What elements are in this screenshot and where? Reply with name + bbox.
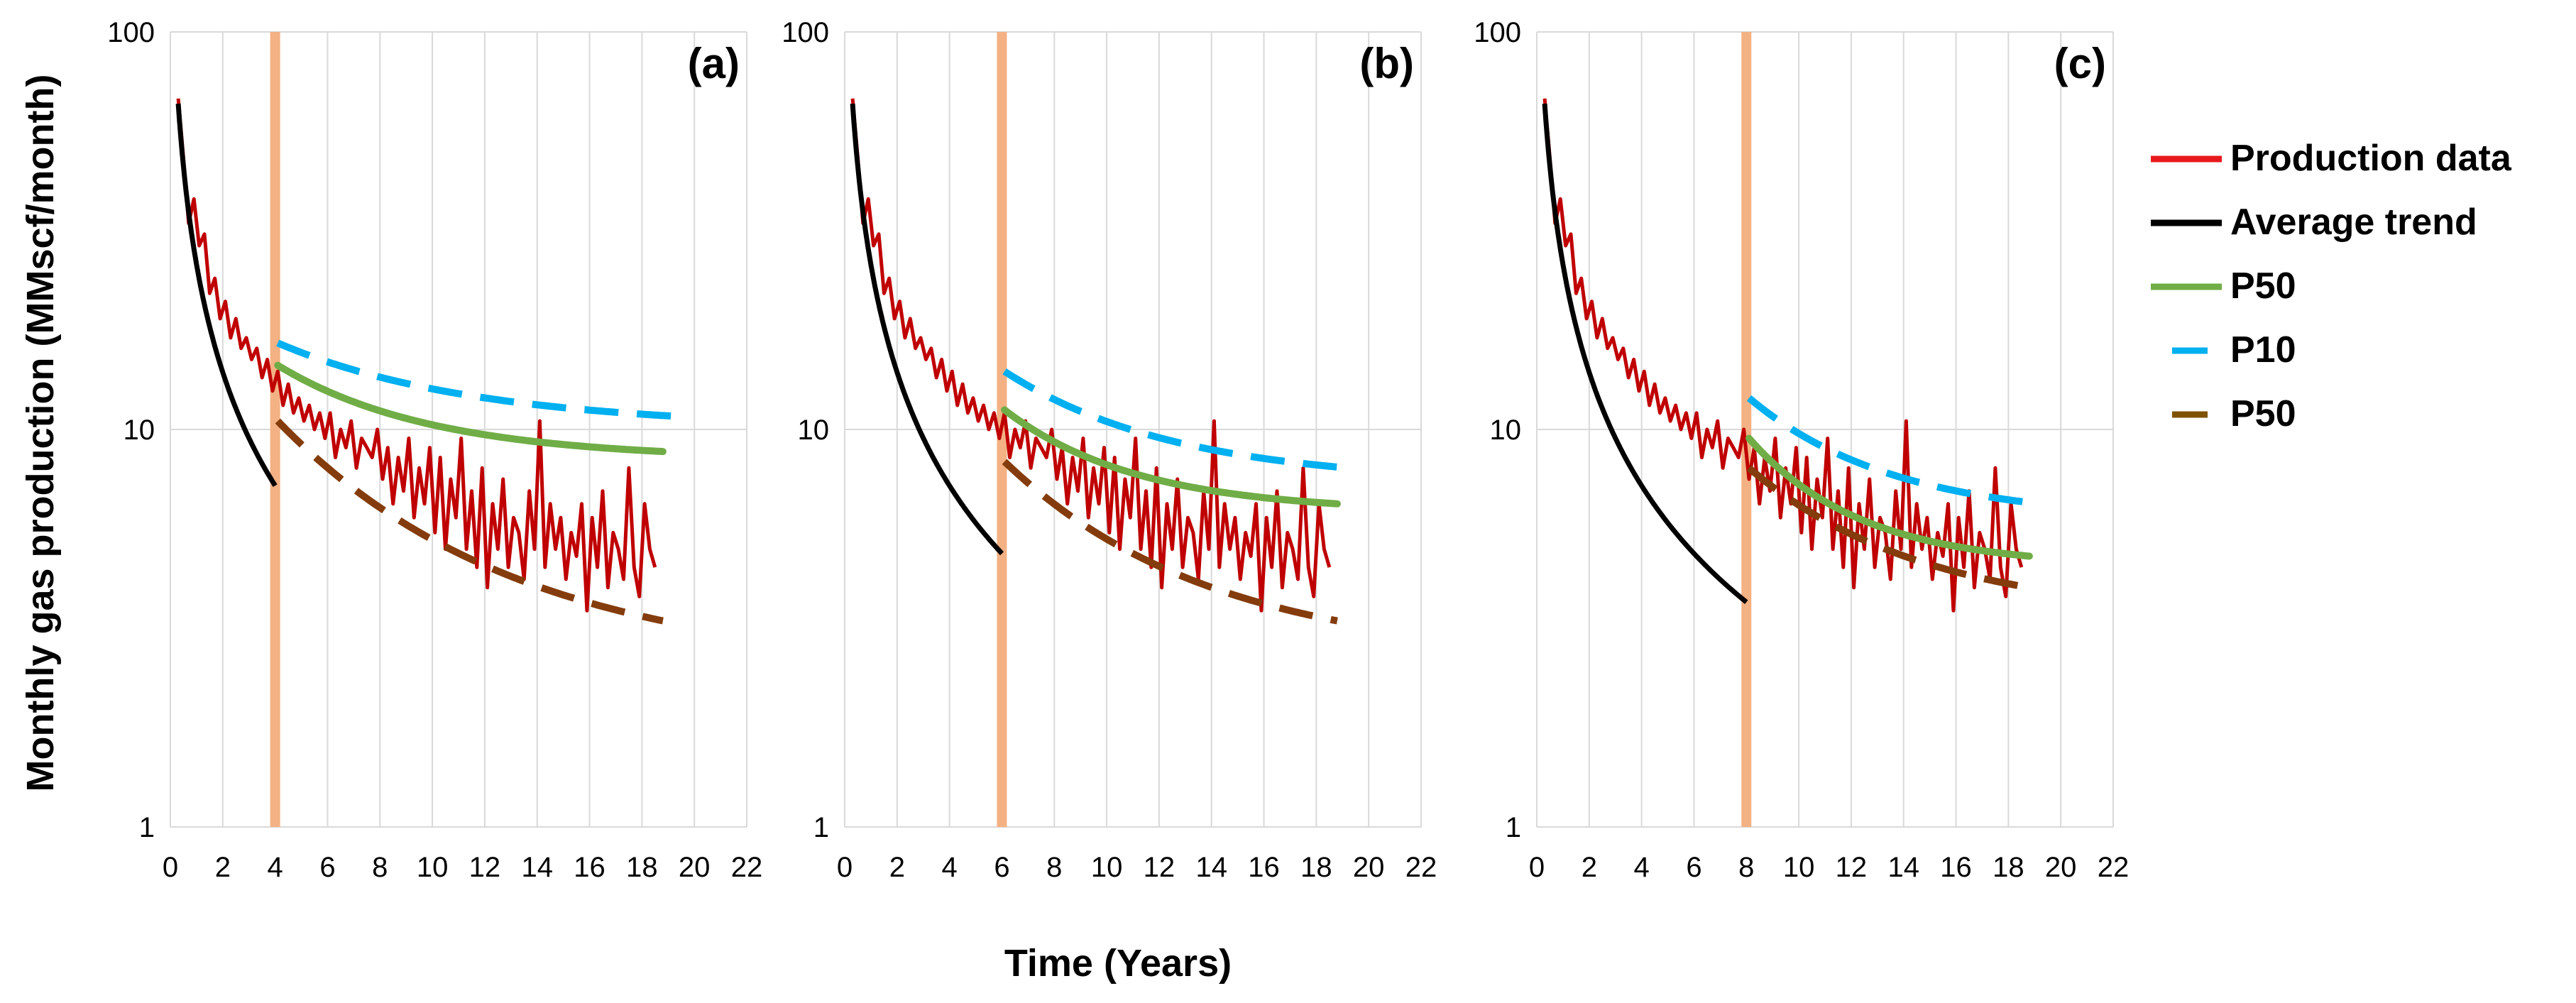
legend-item: P10	[2172, 329, 2296, 371]
legend-label: P50	[2230, 265, 2296, 307]
x-tick-label: 4	[268, 852, 283, 883]
x-tick-label: 6	[319, 852, 335, 883]
x-tick-label: 10	[417, 852, 449, 883]
y-tick-label: 1	[1506, 812, 1521, 843]
p10-forecast-series	[276, 339, 674, 420]
x-tick-label: 4	[942, 852, 958, 883]
x-tick-label: 4	[1634, 852, 1650, 883]
y-tick-label: 100	[107, 17, 155, 48]
legend-label: P10	[2230, 329, 2296, 371]
production-data-series	[850, 98, 1332, 613]
x-tick-label: 18	[626, 852, 658, 883]
y-axis-title: Monthly gas production (MMscf/month)	[19, 75, 62, 792]
average-trend-series	[175, 103, 278, 488]
x-tick-label: 16	[1940, 852, 1972, 883]
x-tick-label: 22	[2098, 852, 2130, 883]
x-tick-label: 8	[1738, 852, 1754, 883]
panel-label: (a)	[688, 40, 740, 87]
chart-panel-c: 1 10 100 0 2 4 6 8 10 12 14 16 18 20 22 (c)	[1474, 17, 2129, 883]
chart-panel-a: 1 10 100 0 2 4 6 8 10 12 14 16 18 20 22 (a)	[107, 17, 762, 883]
x-tick-label: 0	[837, 852, 853, 883]
x-tick-label: 12	[1836, 852, 1868, 883]
p50-dashed-forecast-series	[1746, 465, 2030, 591]
production-data-series	[1542, 98, 2024, 613]
x-tick-label: 14	[1887, 852, 1919, 883]
p50-forecast-series	[1001, 406, 1341, 508]
y-tick-label: 100	[1474, 17, 1521, 48]
x-tick-label: 10	[1783, 852, 1815, 883]
x-tick-label: 20	[1353, 852, 1385, 883]
chart-panel-b: 1 10 100 0 2 4 6 8 10 12 14 16 18 20 22 (b)	[782, 17, 1437, 883]
panel-label: (c)	[2054, 40, 2106, 87]
p50-forecast-series	[274, 361, 667, 456]
x-tick-label: 12	[1144, 852, 1175, 883]
x-tick-label: 18	[1993, 852, 2024, 883]
legend: Production data Average trend P50 P10 P50	[2151, 138, 2512, 434]
x-tick-label: 14	[1195, 852, 1227, 883]
x-tick-label: 2	[215, 852, 231, 883]
average-trend-series	[1542, 103, 1748, 604]
x-tick-label: 10	[1091, 852, 1123, 883]
y-tick-label: 1	[813, 812, 829, 843]
x-tick-label: 6	[1686, 852, 1701, 883]
p10-forecast-series	[1002, 368, 1349, 472]
y-tick-label: 1	[139, 812, 155, 843]
y-tick-label: 10	[124, 415, 155, 446]
x-tick-label: 16	[574, 852, 605, 883]
x-tick-label: 0	[1529, 852, 1545, 883]
legend-item: Average trend	[2151, 202, 2477, 243]
x-tick-label: 16	[1248, 852, 1280, 883]
average-trend-series	[850, 103, 1004, 556]
legend-item: P50	[2151, 265, 2296, 307]
x-tick-label: 6	[994, 852, 1009, 883]
x-tick-label: 8	[1046, 852, 1062, 883]
x-tick-label: 20	[679, 852, 711, 883]
x-tick-label: 8	[372, 852, 388, 883]
p50-dashed-forecast-series	[1002, 459, 1338, 625]
legend-label: Average trend	[2230, 202, 2477, 243]
x-tick-label: 18	[1300, 852, 1332, 883]
x-tick-label: 0	[163, 852, 178, 883]
legend-item: P50	[2172, 393, 2296, 434]
x-tick-label: 22	[731, 852, 763, 883]
p10-forecast-series	[1746, 395, 2041, 508]
x-tick-label: 14	[521, 852, 553, 883]
y-tick-label: 100	[782, 17, 829, 48]
x-tick-label: 20	[2045, 852, 2077, 883]
x-tick-label: 22	[1405, 852, 1437, 883]
x-tick-label: 12	[469, 852, 501, 883]
legend-item: Production data	[2151, 138, 2512, 179]
y-tick-label: 10	[798, 415, 830, 446]
legend-label: P50	[2230, 393, 2296, 434]
x-tick-label: 2	[1582, 852, 1597, 883]
p50-dashed-forecast-series	[275, 418, 664, 625]
y-tick-label: 10	[1490, 415, 1522, 446]
production-data-series	[176, 98, 657, 613]
x-axis-title: Time (Years)	[1004, 942, 1232, 985]
x-tick-label: 2	[889, 852, 905, 883]
panel-label: (b)	[1359, 40, 1414, 87]
p50-forecast-series	[1745, 434, 2033, 560]
legend-label: Production data	[2230, 138, 2512, 179]
